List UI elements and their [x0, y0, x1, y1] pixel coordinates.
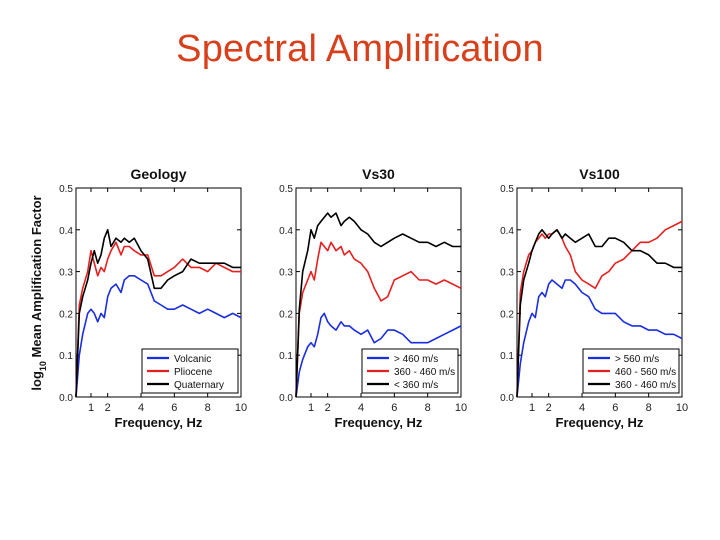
series-line-red: [75, 241, 241, 398]
legend-label: Pliocene: [174, 367, 213, 378]
x-tick-label: 10: [455, 402, 467, 414]
y-tick-label: 0.4: [279, 226, 293, 237]
x-tick-label: 10: [676, 402, 688, 414]
x-tick-label: 6: [391, 402, 397, 414]
panel-vs100: Vs100 0.0 0.1 0.2 0.3 0.4 0.5 1 2 4 6 8 10 Frequency,…: [500, 166, 688, 430]
y-tick-label: 0.2: [59, 309, 73, 320]
x-tick-label: 6: [171, 402, 177, 414]
legend-label: 460 - 560 m/s: [615, 367, 676, 378]
legend: > 560 m/s 460 - 560 m/s 360 - 460 m/s: [582, 348, 680, 394]
x-tick-label: 1: [308, 402, 314, 414]
x-tick-label: 4: [358, 402, 364, 414]
ylabel-rest: Mean Amplification Factor: [29, 195, 44, 361]
x-axis-label: Frequency, Hz: [115, 415, 203, 430]
legend-label: 360 - 460 m/s: [615, 380, 676, 391]
plot-frame: [75, 187, 242, 398]
x-axis-label: Frequency, Hz: [556, 415, 644, 430]
series-line-blue: [516, 279, 683, 398]
legend-label: Quaternary: [174, 380, 224, 391]
series-line-black: [516, 229, 682, 398]
series-line-blue: [75, 275, 242, 398]
legend-label: > 460 m/s: [394, 354, 438, 365]
x-axis-label: Frequency, Hz: [335, 415, 423, 430]
y-tick-label: 0.3: [500, 268, 514, 279]
x-tick-label: 4: [579, 402, 585, 414]
legend-label: > 560 m/s: [615, 354, 659, 365]
ylabel-sub: 10: [38, 361, 48, 371]
x-tick-label: 4: [138, 402, 144, 414]
series-line-black: [75, 229, 241, 398]
y-tick-label: 0.5: [279, 184, 293, 195]
y-tick-label: 0.1: [59, 351, 73, 362]
y-tick-label: 0.4: [500, 226, 514, 237]
y-tick-label: 0.2: [500, 309, 514, 320]
series-line-blue: [295, 312, 462, 398]
y-tick-label: 0.3: [279, 268, 293, 279]
x-tick-label: 10: [235, 402, 247, 414]
y-tick-label: 0.5: [500, 184, 514, 195]
panel-title: Vs100: [579, 166, 620, 182]
legend: Volcanic Pliocene Quaternary: [141, 348, 239, 394]
y-tick-label: 0.0: [500, 393, 514, 404]
legend-label: Volcanic: [174, 354, 211, 365]
x-tick-label: 2: [325, 402, 331, 414]
y-tick-label: 0.3: [59, 268, 73, 279]
panel-geology: Geology 0.0 0.1 0.2 0.3 0.4 0.5 1 2 4 6 8 10 Frequenc…: [59, 166, 247, 430]
panel-title: Geology: [130, 166, 186, 182]
x-tick-label: 1: [529, 402, 535, 414]
x-tick-label: 2: [105, 402, 111, 414]
x-tick-label: 8: [646, 402, 652, 414]
legend-box: [361, 348, 459, 394]
plot-frame: [295, 187, 462, 398]
y-tick-label: 0.1: [500, 351, 514, 362]
plot-frame: [516, 187, 683, 398]
x-tick-label: 8: [205, 402, 211, 414]
series-line-red: [295, 241, 462, 398]
panel-title: Vs30: [362, 166, 395, 182]
y-tick-label: 0.0: [279, 393, 293, 404]
legend-label: < 360 m/s: [394, 380, 438, 391]
legend-label: 360 - 460 m/s: [394, 367, 455, 378]
y-tick-label: 0.4: [59, 226, 73, 237]
x-tick-label: 1: [88, 402, 94, 414]
x-tick-label: 2: [546, 402, 552, 414]
y-tick-label: 0.2: [279, 309, 293, 320]
panel-vs30: Vs30 0.0 0.1 0.2 0.3 0.4 0.5 1 2 4 6 8 10 Frequency, …: [279, 166, 467, 430]
slide-title: Spectral Amplification: [176, 28, 544, 70]
legend: > 460 m/s 360 - 460 m/s < 360 m/s: [361, 348, 459, 394]
x-tick-label: 6: [612, 402, 618, 414]
shared-ylabel: log10 Mean Amplification Factor: [29, 195, 48, 390]
y-tick-label: 0.0: [59, 393, 73, 404]
y-tick-label: 0.5: [59, 184, 73, 195]
series-line-black: [295, 212, 461, 398]
ylabel-prefix: log: [29, 371, 44, 391]
x-tick-label: 8: [425, 402, 431, 414]
y-tick-label: 0.1: [279, 351, 293, 362]
